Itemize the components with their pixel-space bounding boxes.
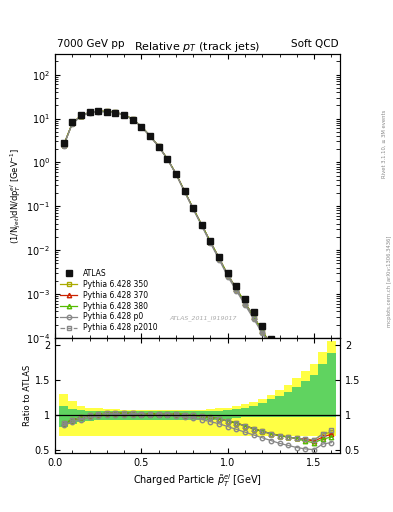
Text: mcplots.cern.ch [arXiv:1306.3436]: mcplots.cern.ch [arXiv:1306.3436] xyxy=(387,236,392,327)
Text: 7000 GeV pp: 7000 GeV pp xyxy=(57,38,125,49)
Title: Relative $p_{T}$ (track jets): Relative $p_{T}$ (track jets) xyxy=(134,39,261,54)
Text: Rivet 3.1.10, ≥ 3M events: Rivet 3.1.10, ≥ 3M events xyxy=(382,109,387,178)
Text: Soft QCD: Soft QCD xyxy=(291,38,339,49)
X-axis label: Charged Particle $\tilde{p}_T^{el}$ [GeV]: Charged Particle $\tilde{p}_T^{el}$ [GeV… xyxy=(133,472,262,489)
Y-axis label: Ratio to ATLAS: Ratio to ATLAS xyxy=(23,365,32,426)
Text: ATLAS_2011_I919017: ATLAS_2011_I919017 xyxy=(169,315,237,321)
Y-axis label: (1/N$_{jet}$)dN/dp$^{el}_T$ [GeV$^{-1}$]: (1/N$_{jet}$)dN/dp$^{el}_T$ [GeV$^{-1}$] xyxy=(9,147,23,244)
Legend: ATLAS, Pythia 6.428 350, Pythia 6.428 370, Pythia 6.428 380, Pythia 6.428 p0, Py: ATLAS, Pythia 6.428 350, Pythia 6.428 37… xyxy=(59,267,160,334)
